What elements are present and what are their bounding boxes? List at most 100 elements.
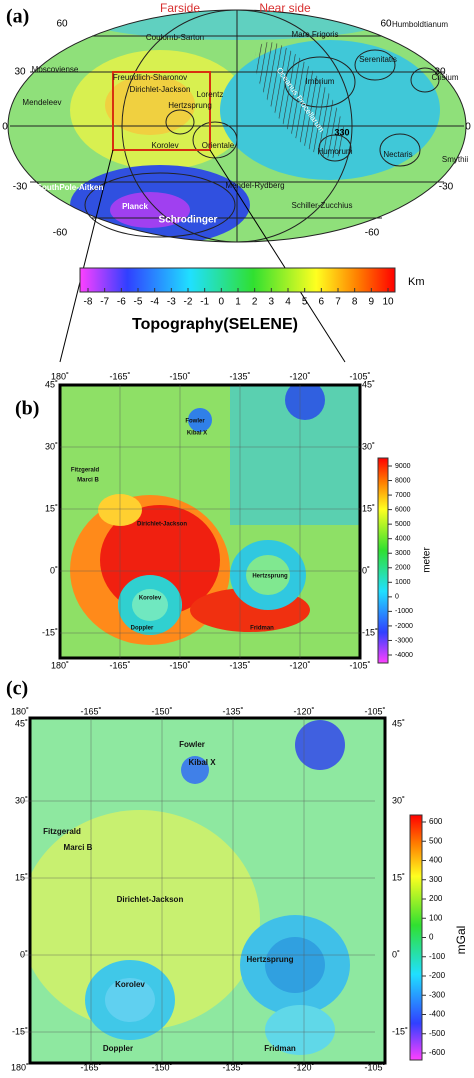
colorbar-tick-label: 3 (269, 297, 275, 308)
feature-label: Marci B (64, 843, 93, 852)
feature-label: Mendeleev (22, 98, 61, 107)
colorbar-tick-label: -100 (429, 952, 446, 961)
lat-label: 0˚ (50, 565, 58, 575)
feature-label: Fitzgerald (71, 468, 100, 474)
colorbar-tick-label: 200 (429, 894, 443, 903)
feature-label: Fitzgerald (43, 827, 81, 836)
lon-label: -120˚ (293, 706, 314, 716)
colorbar-tick-label: -7 (100, 297, 109, 308)
lon-label: -105˚ (364, 1062, 385, 1072)
lat-label: -15˚ (362, 627, 378, 637)
feature-label: Korolev (115, 980, 145, 989)
feature-label: Dirichlet-Jackson (117, 895, 184, 904)
lat-label: 15˚ (392, 872, 405, 882)
lat-label: -30 (13, 182, 28, 193)
lat-label: 30 (14, 67, 26, 78)
colorbar-tick-label: -3000 (395, 637, 413, 644)
feature-label: Dirichlet-Jackson (130, 85, 191, 94)
colorbar-tick-label: -500 (429, 1029, 446, 1038)
colorbar-tick-label: -4000 (395, 652, 413, 659)
feature-label: Fridman (264, 1044, 296, 1053)
colorbar-tick-label: 500 (429, 836, 443, 845)
colorbar-unit: mGal (454, 926, 468, 955)
lon-label: -165˚ (109, 371, 130, 381)
feature-label: SouthPole-Aitken (37, 183, 104, 192)
lon-label: 180˚ (11, 1062, 29, 1072)
feature-label: Doppler (131, 626, 154, 632)
colorbar-tick-label: 6 (319, 297, 325, 308)
colorbar-tick-label: 6000 (395, 506, 411, 513)
colorbar-tick-label: -4 (150, 297, 159, 308)
colorbar-title: Topography(SELENE) (132, 316, 298, 333)
colorbar-tick-label: 9000 (395, 463, 411, 470)
lon-label: -105˚ (349, 371, 370, 381)
lat-label: 30˚ (45, 441, 58, 451)
colorbar-tick-label: -5 (134, 297, 143, 308)
colorbar-tick-label: 1000 (395, 579, 411, 586)
colorbar-tick-label: 0 (395, 594, 399, 601)
lat-label: -15˚ (12, 1026, 28, 1036)
feature-label: Kibal X (188, 758, 216, 767)
colorbar-tick-label: 300 (429, 875, 443, 884)
panel-label: (a) (6, 6, 29, 28)
colorbar-unit: Km (408, 276, 425, 288)
colorbar-tick-label: 10 (382, 297, 394, 308)
lat-label: 30˚ (15, 795, 28, 805)
feature-label: Planck (122, 202, 148, 211)
colorbar-tick-label: -8 (84, 297, 93, 308)
feature-label: Imbrium (306, 77, 335, 86)
side-label: Farside (160, 1, 200, 15)
colorbar-tick-label: 5000 (395, 521, 411, 528)
procellarum-hatch (254, 42, 346, 158)
panel-label: (b) (15, 398, 39, 420)
lat-label: 15˚ (15, 872, 28, 882)
colorbar-tick-label: -1 (200, 297, 209, 308)
colorbar-tick-label: 2000 (395, 565, 411, 572)
feature-label: Crisium (431, 73, 458, 82)
colorbar-tick-label: -300 (429, 990, 446, 999)
feature-label: Dirichlet-Jackson (137, 522, 187, 528)
feature-label: Freundlich-Sharonov (113, 73, 187, 82)
lon-label: -135˚ (222, 1062, 243, 1072)
map-c-frame (28, 716, 387, 1065)
lat-label: 45˚ (15, 718, 28, 728)
feature-label: Korolev (139, 596, 162, 602)
colorbar-c (409, 814, 423, 1061)
lon-label: -165˚ (109, 660, 130, 670)
feature-label: Schiller-Zucchius (292, 201, 353, 210)
lon-label: 180˚ (51, 660, 69, 670)
lat-label: -30 (439, 182, 454, 193)
colorbar-tick-label: 8000 (395, 477, 411, 484)
map-c (30, 718, 385, 1063)
feature-label: Nectaris (383, 150, 412, 159)
colorbar-tick-label: 0 (219, 297, 225, 308)
region-box (112, 71, 211, 151)
lat-label: -60 (365, 228, 380, 239)
lat-label: 0˚ (20, 949, 28, 959)
lon-label: -135˚ (222, 706, 243, 716)
lon-label: -120˚ (289, 371, 310, 381)
lat-label: 15˚ (362, 503, 375, 513)
feature-label: Humboldtianum (392, 20, 448, 29)
lat-label: 0˚ (362, 565, 370, 575)
colorbar-tick-label: 7000 (395, 492, 411, 499)
lat-label: 0 (2, 122, 8, 133)
feature-label: Mare Frigoris (291, 30, 338, 39)
colorbar-tick-label: -400 (429, 1010, 446, 1019)
lon-label: -120˚ (293, 1062, 314, 1072)
lat-label: -15˚ (42, 627, 58, 637)
feature-label: Korolev (151, 141, 178, 150)
feature-label: Mendel-Rydberg (225, 181, 284, 190)
lon-label: -135˚ (229, 660, 250, 670)
colorbar-tick-label: -600 (429, 1048, 446, 1057)
colorbar-tick-label: 600 (429, 817, 443, 826)
lon-label: -135˚ (229, 371, 250, 381)
map-b-frame (58, 383, 362, 660)
colorbar-tick-label: 8 (352, 297, 358, 308)
feature-label: Moscoviense (32, 65, 79, 74)
colorbar-tick-label: -200 (429, 971, 446, 980)
colorbar-unit: meter (422, 547, 433, 573)
colorbar-tick-label: 3000 (395, 550, 411, 557)
feature-label: Schrodinger (159, 215, 218, 226)
